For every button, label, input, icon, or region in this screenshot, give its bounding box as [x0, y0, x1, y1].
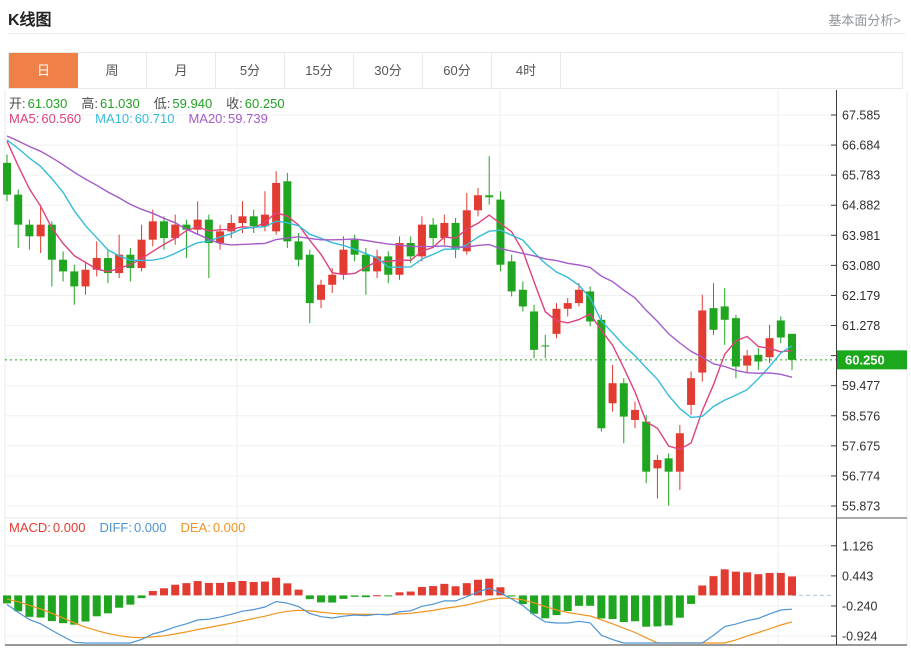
fundamental-analysis-link[interactable]: 基本面分析>: [828, 13, 901, 28]
axis-label: 62.179: [842, 289, 880, 303]
period-tab-5[interactable]: 15分: [285, 53, 354, 88]
axis-label: 64.882: [842, 199, 880, 213]
macd-diff-line: [6, 587, 793, 644]
axis-label: 61.278: [842, 319, 880, 333]
widget-header: K线图 基本面分析>: [8, 0, 905, 34]
grid-layer: [4, 90, 908, 645]
period-tab-7[interactable]: 60分: [423, 53, 492, 88]
period-tab-bar: 日周月 5分 15分 30分 60分 4时: [8, 52, 903, 89]
page-title: K线图: [8, 12, 52, 29]
candles-layer: [3, 154, 796, 506]
axis-label: -0.240: [842, 599, 877, 613]
price-axis: 67.585 66.684 65.783 64.882 63.981 63.080 62.1…: [5, 90, 907, 646]
axis-label: 65.783: [842, 169, 880, 183]
kline-chart-canvas[interactable]: 67.585 66.684 65.783 64.882 63.981 63.080 62.1…: [0, 90, 911, 648]
axis-label: 63.080: [842, 259, 880, 273]
axis-label: 63.981: [842, 229, 880, 243]
period-tab-4[interactable]: 5分: [216, 53, 285, 88]
axis-label: 56.774: [842, 469, 880, 483]
axis-label: 58.576: [842, 409, 880, 423]
axis-label: 0.443: [842, 569, 873, 583]
macd-histogram-layer: [3, 569, 796, 627]
axis-label: 57.675: [842, 439, 880, 453]
last-price-badge: [837, 350, 907, 370]
period-tab-2[interactable]: 周: [78, 53, 147, 88]
ma10-line: [6, 139, 793, 419]
axis-label: 59.477: [842, 379, 880, 393]
period-tab-8[interactable]: 4时: [492, 53, 561, 88]
axis-label: -0.924: [842, 630, 877, 644]
chart-area: 67.585 66.684 65.783 64.882 63.981 63.080 62.1…: [0, 90, 911, 648]
axis-label: 67.585: [842, 109, 880, 123]
ma20-line: [6, 135, 793, 378]
period-tab-6[interactable]: 30分: [354, 53, 423, 88]
axis-label: 66.684: [842, 139, 880, 153]
last-price-badge-label: 60.250: [845, 352, 885, 367]
period-tab-3[interactable]: 月: [147, 53, 216, 88]
period-tab-1[interactable]: 日: [9, 53, 78, 88]
axis-label: 55.873: [842, 500, 880, 514]
axis-label: 1.126: [842, 539, 873, 553]
